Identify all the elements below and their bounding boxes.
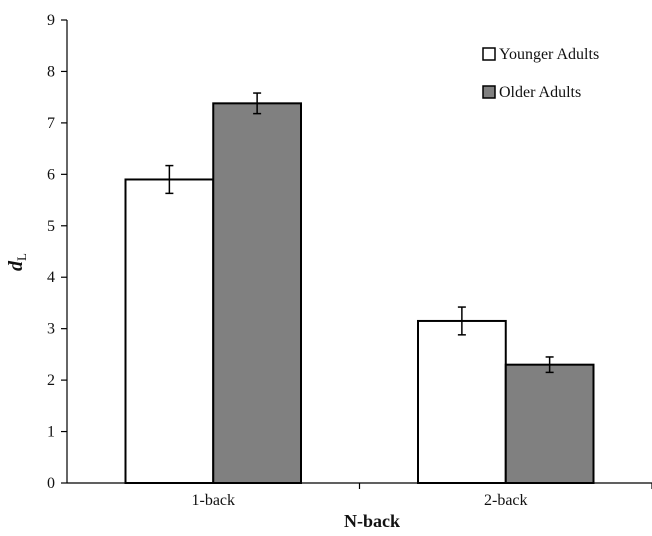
y-tick-label: 8 [47,63,55,80]
y-tick-label: 4 [47,269,55,286]
y-tick-label: 0 [47,475,55,492]
legend-swatch-younger-adults [482,47,496,61]
bar [124,178,215,484]
bars [124,102,595,485]
y-tick-label: 5 [47,218,55,235]
y-axis-label: dL [5,253,29,271]
x-tick-label: 2-back [484,492,528,509]
y-tick-label: 7 [47,115,55,132]
y-tick-label: 9 [47,12,55,29]
bar [504,363,595,484]
y-axis-label-subscript: L [14,253,29,261]
bar [212,102,302,484]
x-axis-label: N-back [344,511,400,531]
x-tick-label: 1-back [191,492,235,509]
y-tick-label: 2 [47,372,55,389]
y-tick-label: 6 [47,166,55,183]
y-tick-label: 1 [47,424,55,441]
error-bars [165,92,554,374]
y-tick-label: 3 [47,321,55,338]
legend-label-older-adults: Older Adults [499,84,581,101]
legend-label-younger-adults: Younger Adults [499,46,599,63]
legend-swatch-older-adults [482,85,496,99]
bar [417,319,507,485]
legend: Younger Adults Older Adults [482,46,599,101]
y-axis-label-main: d [5,260,27,271]
